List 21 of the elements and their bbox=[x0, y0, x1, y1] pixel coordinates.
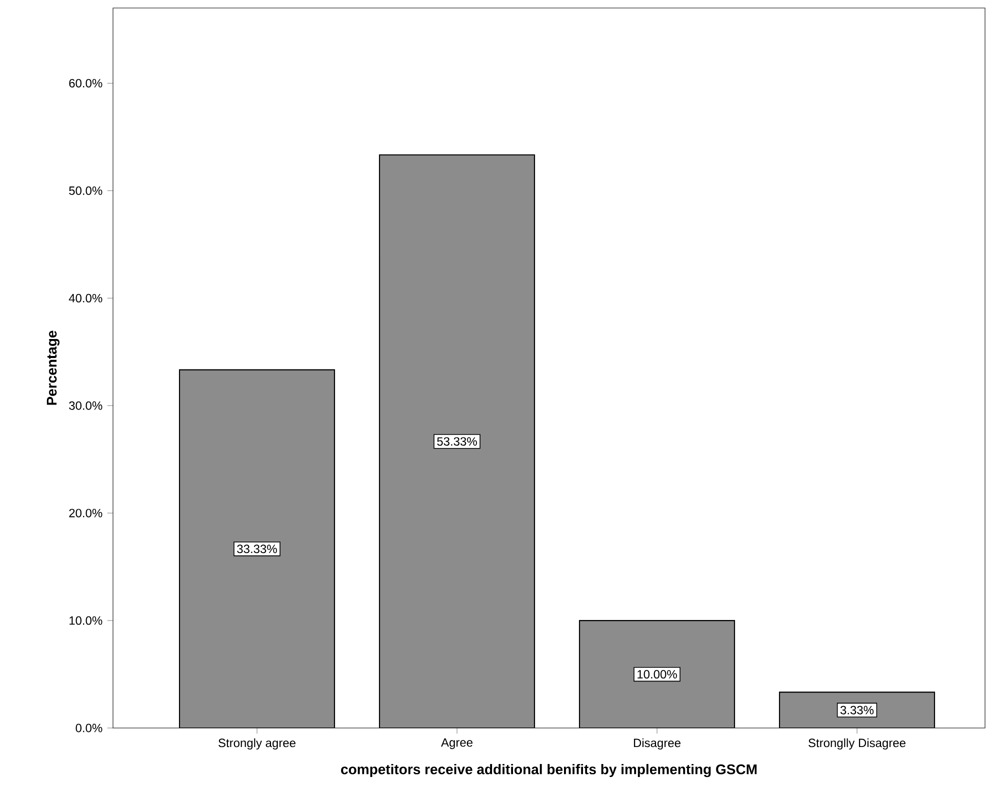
data-label: 53.33% bbox=[437, 437, 477, 446]
x-tick-label: Strongly agree bbox=[218, 738, 296, 750]
y-tick-label: 30.0% bbox=[69, 401, 102, 410]
data-label: 3.33% bbox=[840, 706, 874, 714]
bar bbox=[778, 692, 936, 728]
x-tick-label: Agree bbox=[441, 738, 472, 750]
y-tick-label: 60.0% bbox=[69, 78, 102, 88]
y-tick-label: 20.0% bbox=[69, 508, 102, 518]
y-tick-label: 0.0% bbox=[76, 724, 102, 732]
bar bbox=[180, 370, 335, 728]
y-tick-label: 10.0% bbox=[70, 616, 102, 625]
y-tick-label: 50.0% bbox=[69, 186, 102, 195]
x-tick-label: Disagree bbox=[634, 738, 680, 750]
bar bbox=[578, 620, 736, 728]
data-label: 33.33% bbox=[237, 544, 277, 554]
data-label: 10.00% bbox=[638, 670, 677, 679]
y-axis-title: Percentage bbox=[46, 330, 60, 405]
bar bbox=[378, 154, 536, 728]
y-tick-label: 40.0% bbox=[68, 294, 102, 302]
x-axis-title: competitors receive additional benifits by implementing GSCM bbox=[341, 764, 757, 778]
x-tick-label: Stronglly Disagree bbox=[808, 738, 906, 750]
